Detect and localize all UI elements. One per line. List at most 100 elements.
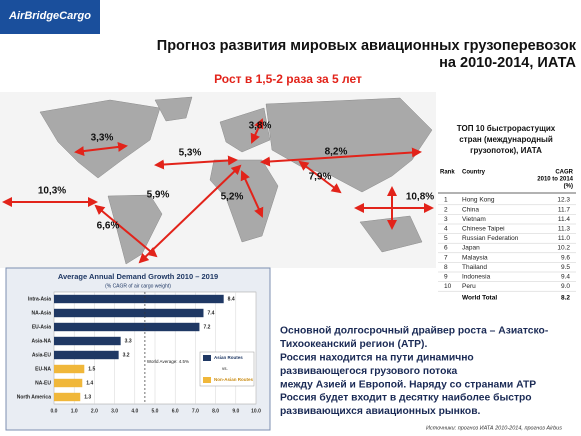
bar (54, 322, 200, 332)
x-tick-label: 2.0 (91, 408, 98, 414)
growth-label: 3,3% (91, 133, 114, 144)
country: Malaysia (462, 254, 488, 261)
top10-table: ТОП 10 быстрорастущих стран (международны… (437, 116, 577, 312)
title: на 2010-2014, ИАТА (439, 55, 576, 71)
bar (54, 350, 119, 360)
rank: 5 (444, 235, 448, 242)
table-title: грузопоток), ИАТА (470, 146, 542, 155)
total-label: World Total (462, 295, 497, 302)
source: Источники: прогноз ИАТА 2010-2014, прогн… (426, 425, 562, 431)
table-header: Country (462, 170, 486, 176)
table-header: Rank (440, 170, 455, 176)
x-tick-label: 4.0 (131, 408, 138, 414)
growth-label: 5,2% (221, 192, 244, 203)
table-bg (437, 116, 577, 312)
country: Japan (462, 245, 480, 252)
bar (54, 294, 224, 304)
value-label: 1.5 (88, 366, 95, 372)
y-tick-label: NA-EU (35, 380, 51, 386)
logo: AirBridgeCargo (8, 10, 91, 22)
chart-subtitle: (% CAGR of air cargo weight) (105, 283, 171, 289)
growth-label: 5,9% (147, 190, 170, 201)
bar (54, 392, 81, 402)
cagr: 10.2 (557, 245, 570, 252)
growth-label: 6,6% (97, 221, 120, 232)
country: Hong Kong (462, 197, 495, 204)
cagr: 11.4 (558, 216, 571, 223)
chart-title: Average Annual Demand Growth 2010 – 2019 (58, 272, 218, 281)
bar (54, 378, 83, 388)
rank: 10 (444, 283, 452, 290)
rank: 6 (444, 245, 448, 252)
country: Indonesia (462, 274, 491, 281)
growth-label: 10,3% (38, 186, 66, 197)
value-label: 1.4 (86, 380, 93, 386)
body-line: развивающегося грузового потока (280, 366, 458, 377)
world-map (0, 92, 436, 268)
y-tick-label: Asia-EU (32, 352, 52, 358)
growth-label: 3,8% (249, 121, 272, 132)
bar (54, 308, 204, 318)
cagr: 9.4 (561, 274, 570, 281)
country: Russian Federation (462, 235, 519, 242)
legend-label: Asian Routes (214, 355, 243, 360)
growth-label: 8,2% (325, 147, 348, 158)
y-tick-label: EU-NA (35, 366, 51, 372)
title: Прогноз развития мировых авиационных гру… (157, 38, 577, 54)
legend-swatch (203, 377, 211, 383)
legend-label: Non-Asian Routes (214, 377, 253, 382)
map-labels: 3,3% 5,3% 3,8% 8,2% 10,3% 5,9% 5,2% 7,9% 10,8% 6,… (38, 121, 434, 232)
cagr: 9.6 (561, 254, 570, 261)
rank: 3 (444, 216, 448, 223)
body-line: между Азией и Европой. Наряду со странам… (280, 379, 536, 390)
rank: 8 (444, 264, 448, 271)
value-label: 8.4 (228, 296, 235, 302)
value-label: 3.2 (123, 352, 130, 358)
body-line: Тихоокеанский регион (АТР). (280, 339, 427, 350)
legend-swatch (203, 355, 211, 361)
body-line: развивающихся авиационных рынков. (280, 406, 481, 417)
growth-label: 7,9% (309, 172, 332, 183)
y-tick-label: NA-Asia (32, 310, 52, 316)
reference-label: World Average: 4.5% (147, 359, 189, 364)
x-tick-label: 1.0 (71, 408, 78, 414)
x-tick-label: 9.0 (232, 408, 239, 414)
bar (54, 364, 85, 374)
country: Thailand (462, 264, 487, 271)
country: China (462, 206, 479, 213)
rank: 9 (444, 274, 448, 281)
body-line: Россия находится на пути динамично (280, 353, 474, 364)
rank: 2 (444, 206, 448, 213)
rank: 4 (444, 226, 448, 233)
value-label: 7.2 (203, 324, 210, 330)
value-label: 7.4 (207, 310, 214, 316)
country: Vietnam (462, 216, 486, 223)
legend-between: vs. (222, 366, 228, 371)
cagr: 9.0 (561, 283, 570, 290)
country: Chinese Taipei (462, 226, 505, 233)
body-line: Россия будет входит в десятку наиболее б… (280, 392, 532, 404)
x-tick-label: 8.0 (212, 408, 219, 414)
country: Peru (462, 283, 476, 290)
x-tick-label: 0.0 (51, 408, 58, 414)
table-title: стран (международный (459, 135, 553, 144)
subtitle: Рост в 1,5-2 раза за 5 лет (214, 72, 362, 86)
x-tick-label: 6.0 (172, 408, 179, 414)
rank: 1 (444, 197, 448, 204)
rank: 7 (444, 254, 448, 261)
table-header: CAGR (555, 170, 573, 176)
cagr: 11.7 (558, 206, 571, 213)
growth-label: 5,3% (179, 148, 202, 159)
y-tick-label: EU-Asia (32, 324, 51, 330)
bar (54, 336, 121, 346)
x-tick-label: 7.0 (192, 408, 199, 414)
chart: Average Annual Demand Growth 2010 – 2019… (17, 272, 261, 414)
y-tick-label: Asia-NA (32, 338, 52, 344)
x-tick-label: 10.0 (251, 408, 261, 414)
x-tick-label: 5.0 (152, 408, 159, 414)
value-label: 3.3 (125, 338, 132, 344)
logo-band (0, 0, 100, 34)
table-header: 2010 to 2014 (537, 177, 573, 183)
cagr: 11.0 (558, 235, 571, 242)
